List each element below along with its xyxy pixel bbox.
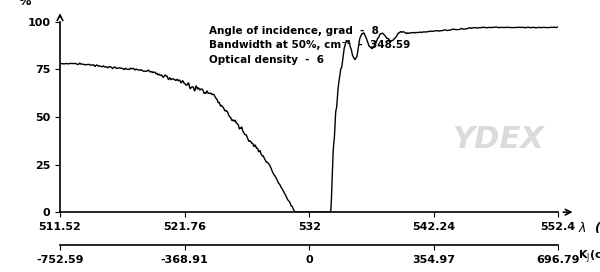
Text: K$_{\rm J}$(cm$^{-1}$): K$_{\rm J}$(cm$^{-1}$)	[578, 245, 600, 266]
Text: $\lambda$  (nm): $\lambda$ (nm)	[578, 220, 600, 235]
Text: Angle of incidence, grad  -  8
Bandwidth at 50%, cm⁻¹  -  348.59
Optical density: Angle of incidence, grad - 8 Bandwidth a…	[209, 26, 410, 65]
Text: YDEX: YDEX	[452, 125, 544, 154]
Text: %: %	[19, 0, 31, 8]
